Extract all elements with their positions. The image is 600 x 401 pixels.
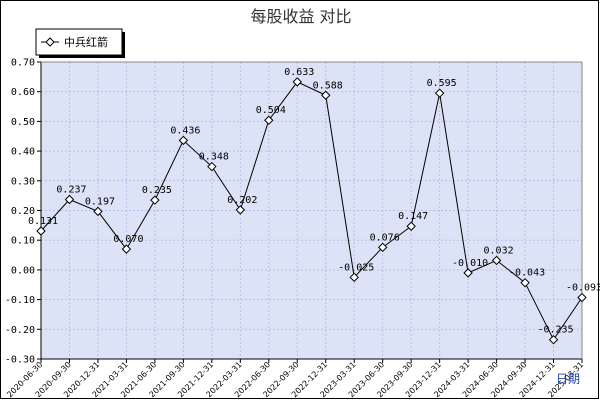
data-label: -0.235 <box>537 325 573 336</box>
legend-diamond-icon <box>45 37 55 47</box>
y-tick-label: 0.60 <box>11 87 35 98</box>
data-point-marker <box>36 226 46 236</box>
x-axis-ticks: 2020-06-302020-09-302020-12-312021-03-31… <box>5 359 585 399</box>
data-point-marker <box>207 161 217 172</box>
y-tick-label: -0.30 <box>5 355 35 366</box>
data-label: 0.633 <box>284 67 314 78</box>
y-tick-label: 0.00 <box>11 265 35 276</box>
data-point-marker <box>434 88 445 98</box>
data-point-marker <box>264 115 274 125</box>
data-point-marker <box>377 242 388 253</box>
data-label: 0.504 <box>256 105 286 116</box>
data-points <box>36 77 587 345</box>
data-point-marker <box>292 77 302 87</box>
data-point-marker <box>520 277 530 288</box>
y-tick-label: 0.30 <box>11 176 35 187</box>
y-axis-ticks: 0.70 0.60 0.50 0.40 0.30 0.20 0.10 0.00 -0.10 -0.… <box>5 58 41 366</box>
data-label: -0.093 <box>566 283 600 294</box>
data-label: 0.588 <box>313 80 343 91</box>
data-label: -0.025 <box>338 262 374 273</box>
y-tick-label: -0.10 <box>5 295 35 306</box>
data-point-marker <box>64 194 75 205</box>
data-point-marker <box>349 272 359 283</box>
series-polyline <box>40 81 583 341</box>
data-label: 0.076 <box>370 232 400 243</box>
data-point-marker <box>93 206 103 217</box>
data-label: -0.010 <box>452 258 488 269</box>
data-label: 0.070 <box>113 234 143 245</box>
series-line <box>40 81 583 341</box>
data-point-marker <box>321 90 331 100</box>
data-label: 0.197 <box>85 196 115 207</box>
chart-title: 每股收益 对比 <box>250 7 351 26</box>
data-label: 0.032 <box>484 245 514 256</box>
data-label: 0.147 <box>398 211 428 222</box>
data-label: 0.202 <box>227 195 257 206</box>
y-tick-label: 0.20 <box>11 206 35 217</box>
data-point-marker <box>406 221 416 231</box>
y-tick-label: 0.70 <box>11 58 35 69</box>
data-point-marker <box>121 244 132 254</box>
data-label: 0.237 <box>56 185 86 196</box>
data-point-marker <box>235 205 246 215</box>
data-point-marker <box>577 292 587 303</box>
y-tick-label: -0.20 <box>5 325 35 336</box>
data-label: 0.436 <box>170 125 200 136</box>
data-point-marker <box>548 334 559 345</box>
grid-lines <box>40 61 583 360</box>
data-point-marker <box>150 195 160 205</box>
data-point-marker <box>463 268 473 278</box>
x-axis-label: 日期 <box>556 372 580 386</box>
data-point-marker <box>178 135 189 146</box>
plot-area <box>41 62 582 359</box>
legend-label: 中兵红箭 <box>64 35 108 49</box>
y-tick-label: 0.10 <box>11 236 35 247</box>
data-label: -0.043 <box>509 268 545 279</box>
y-tick-label: 0.40 <box>11 147 35 158</box>
data-label: 0.595 <box>427 78 457 89</box>
y-tick-label: 0.50 <box>11 117 35 128</box>
data-point-marker <box>491 255 502 266</box>
data-label: 0.235 <box>142 185 172 196</box>
data-label: 0.348 <box>199 152 229 163</box>
legend: 中兵红箭 <box>35 28 125 58</box>
data-label: 0.131 <box>28 216 58 227</box>
